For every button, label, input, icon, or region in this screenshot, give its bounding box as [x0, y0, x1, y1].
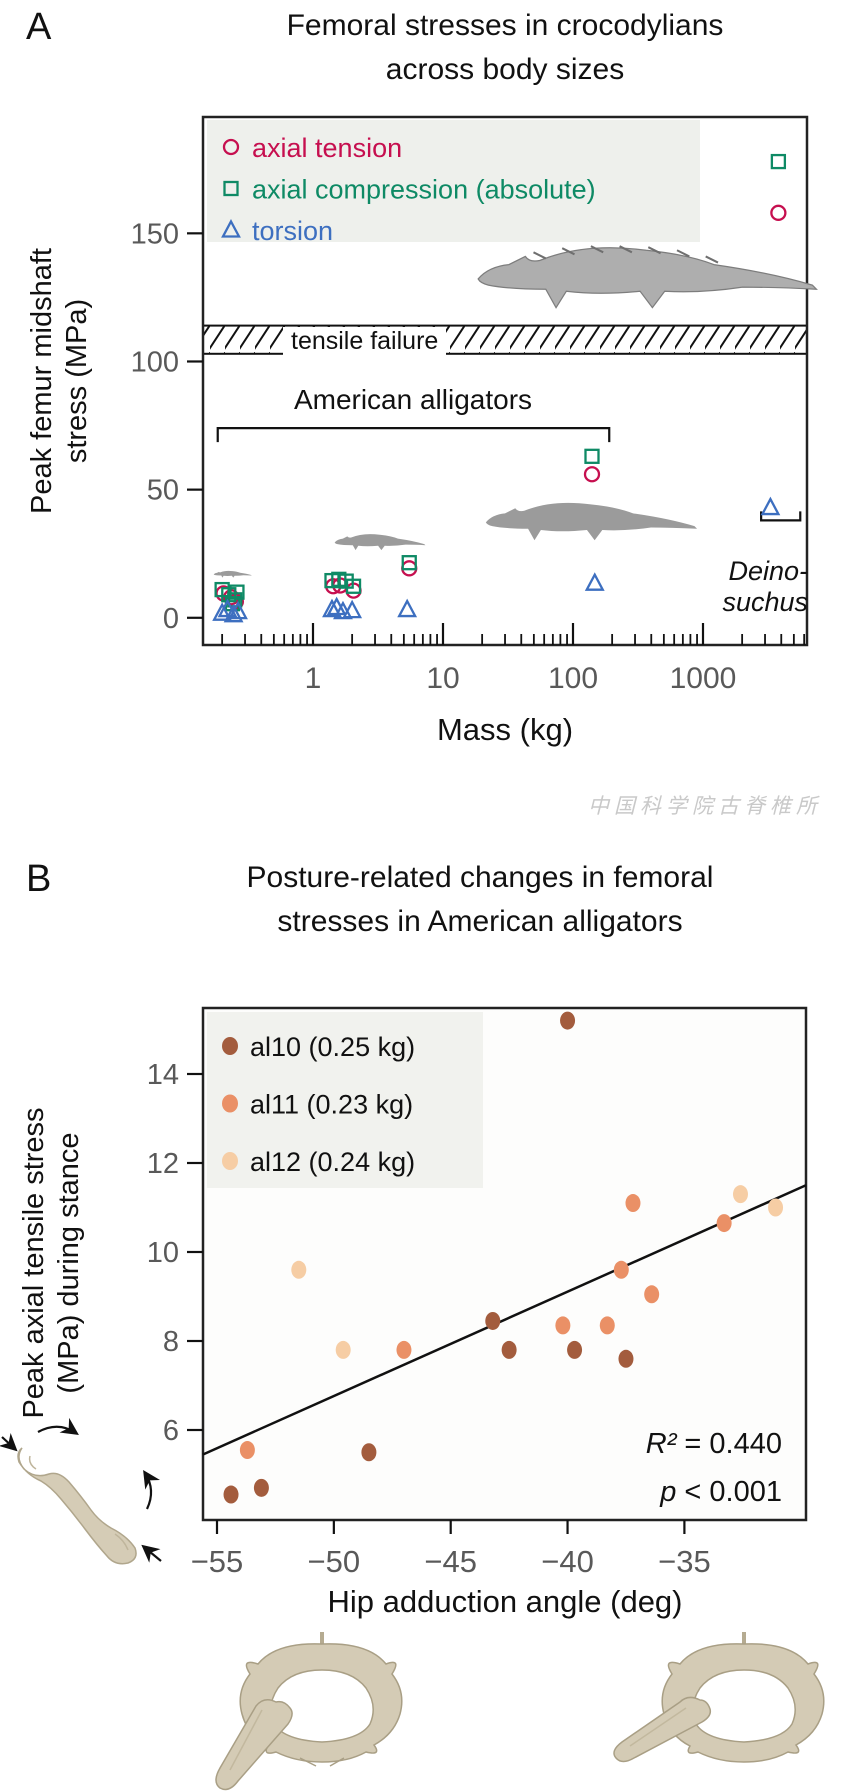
femur-illustration: [0, 1417, 162, 1565]
data-point: [613, 1260, 629, 1279]
data-point: [253, 1478, 269, 1497]
legend-item-label: axial compression (absolute): [252, 175, 596, 205]
compression-point: [584, 448, 600, 464]
data-point: [732, 1185, 748, 1204]
p-value: p < 0.001: [660, 1476, 782, 1508]
torsion-point: [212, 602, 233, 621]
compression-point: [770, 153, 787, 170]
torsion-point: [760, 496, 781, 516]
y-tick-label: 100: [131, 346, 179, 378]
torsion-point: [342, 599, 363, 619]
compression-point: [401, 555, 417, 571]
regression-stats: R² = 0.440 p < 0.001: [540, 1420, 782, 1516]
data-point: [618, 1349, 634, 1368]
data-point: [555, 1316, 571, 1335]
deinosuchus-label: Deino- suchus: [722, 556, 808, 617]
panel-b-title-line1: Posture-related changes in femoral: [246, 861, 714, 894]
x-tick-label: 1000: [670, 662, 737, 695]
data-point: [599, 1316, 615, 1335]
legend-item-label: torsion: [252, 216, 333, 246]
tension-point: [770, 204, 787, 221]
watermark-text: 中国科学院古脊椎所: [588, 794, 822, 818]
data-point: [567, 1340, 583, 1359]
torsion-point: [322, 598, 342, 618]
alligator-illustration: [334, 534, 426, 551]
torsion-point: [584, 572, 605, 591]
data-point: [361, 1443, 377, 1462]
torsion-point: [397, 598, 418, 618]
x-tick-label: 1: [305, 662, 322, 695]
crocodile-illustration: [477, 245, 818, 309]
y-tick-label: 150: [131, 218, 179, 250]
y-tick-label: 6: [163, 1415, 179, 1447]
legend-item-label: axial tension: [252, 133, 402, 163]
r-squared-value: R² = 0.440: [645, 1428, 782, 1460]
legend-dot: [222, 1152, 238, 1170]
compression-point: [345, 578, 362, 594]
panel-a-title-line1: Femoral stresses in crocodylians: [286, 9, 724, 42]
data-point: [223, 1485, 239, 1504]
data-point: [485, 1311, 501, 1330]
compression-point: [229, 584, 245, 600]
data-point: [291, 1260, 307, 1279]
pelvis-femur-erect-illustration: [613, 1632, 825, 1763]
torsion-point: [228, 600, 248, 620]
data-point: [644, 1285, 660, 1304]
panel-a-legend: [207, 120, 700, 242]
data-point: [396, 1340, 412, 1359]
pelvis-femur-sprawled-illustration: [215, 1632, 403, 1791]
data-point: [768, 1198, 784, 1217]
load-arrows: [0, 1417, 162, 1563]
panel-a-title-line2: across body sizes: [385, 53, 625, 86]
y-tick-label: 8: [163, 1326, 179, 1358]
panel-a-letter: A: [26, 6, 52, 48]
x-tick-label: −40: [541, 1544, 594, 1579]
bone-renders: [215, 1632, 825, 1791]
torsion-point: [223, 603, 244, 623]
panel-a-x-axis-label: Mass (kg): [436, 712, 574, 747]
panel-b-legend: [207, 1012, 483, 1188]
regression-line: [202, 1184, 807, 1456]
panel-a-title: Femoral stresses in crocodylians across …: [160, 4, 850, 92]
compression-point: [223, 180, 239, 197]
legend-dot: [222, 1037, 238, 1055]
deinosuchus-bracket: [760, 511, 802, 522]
tension-point: [583, 466, 601, 483]
tension-point: [222, 138, 240, 156]
y-tick-label: 50: [147, 475, 179, 507]
panel-b-title-line2: stresses in American alligators: [277, 905, 683, 938]
data-point: [335, 1340, 351, 1359]
x-tick-label: 100: [548, 662, 598, 695]
data-point: [560, 1011, 576, 1030]
legend-item-label: al11 (0.23 kg): [250, 1090, 413, 1120]
american-alligators-bracket: [216, 427, 611, 443]
torsion-point: [221, 219, 241, 238]
legend-item-label: al12 (0.24 kg): [250, 1147, 415, 1177]
data-point: [716, 1214, 732, 1233]
y-tick-label: 12: [147, 1148, 179, 1180]
american-alligators-label: American alligators: [293, 384, 533, 415]
tensile-failure-label: tensile failure: [283, 327, 447, 356]
panel-b-x-axis-label: Hip adduction angle (deg): [327, 1584, 683, 1619]
panel-b-title: Posture-related changes in femoral stres…: [130, 856, 830, 944]
legend-dot: [222, 1094, 238, 1113]
x-tick-label: −55: [191, 1544, 244, 1579]
y-tick-label: 0: [163, 603, 179, 635]
data-point: [625, 1194, 641, 1213]
legend-item-label: al10 (0.25 kg): [250, 1032, 415, 1062]
data-point: [501, 1340, 517, 1359]
x-tick-label: −45: [424, 1544, 477, 1579]
data-point: [239, 1441, 255, 1460]
panel-b-plot: al10 (0.25 kg) al11 (0.23 kg) al12 (0.24 k…: [0, 1006, 808, 1579]
alligator-illustration: [485, 502, 698, 541]
panel-b-letter: B: [26, 858, 52, 900]
y-tick-label: 14: [147, 1059, 179, 1091]
panel-a-plot: axial tension axial compression (absolute…: [131, 115, 818, 695]
x-tick-label: 10: [426, 662, 459, 695]
alligator-illustration: [213, 570, 252, 578]
x-tick-label: −35: [658, 1544, 711, 1579]
y-tick-label: 10: [147, 1237, 179, 1269]
x-tick-label: −50: [308, 1544, 361, 1579]
